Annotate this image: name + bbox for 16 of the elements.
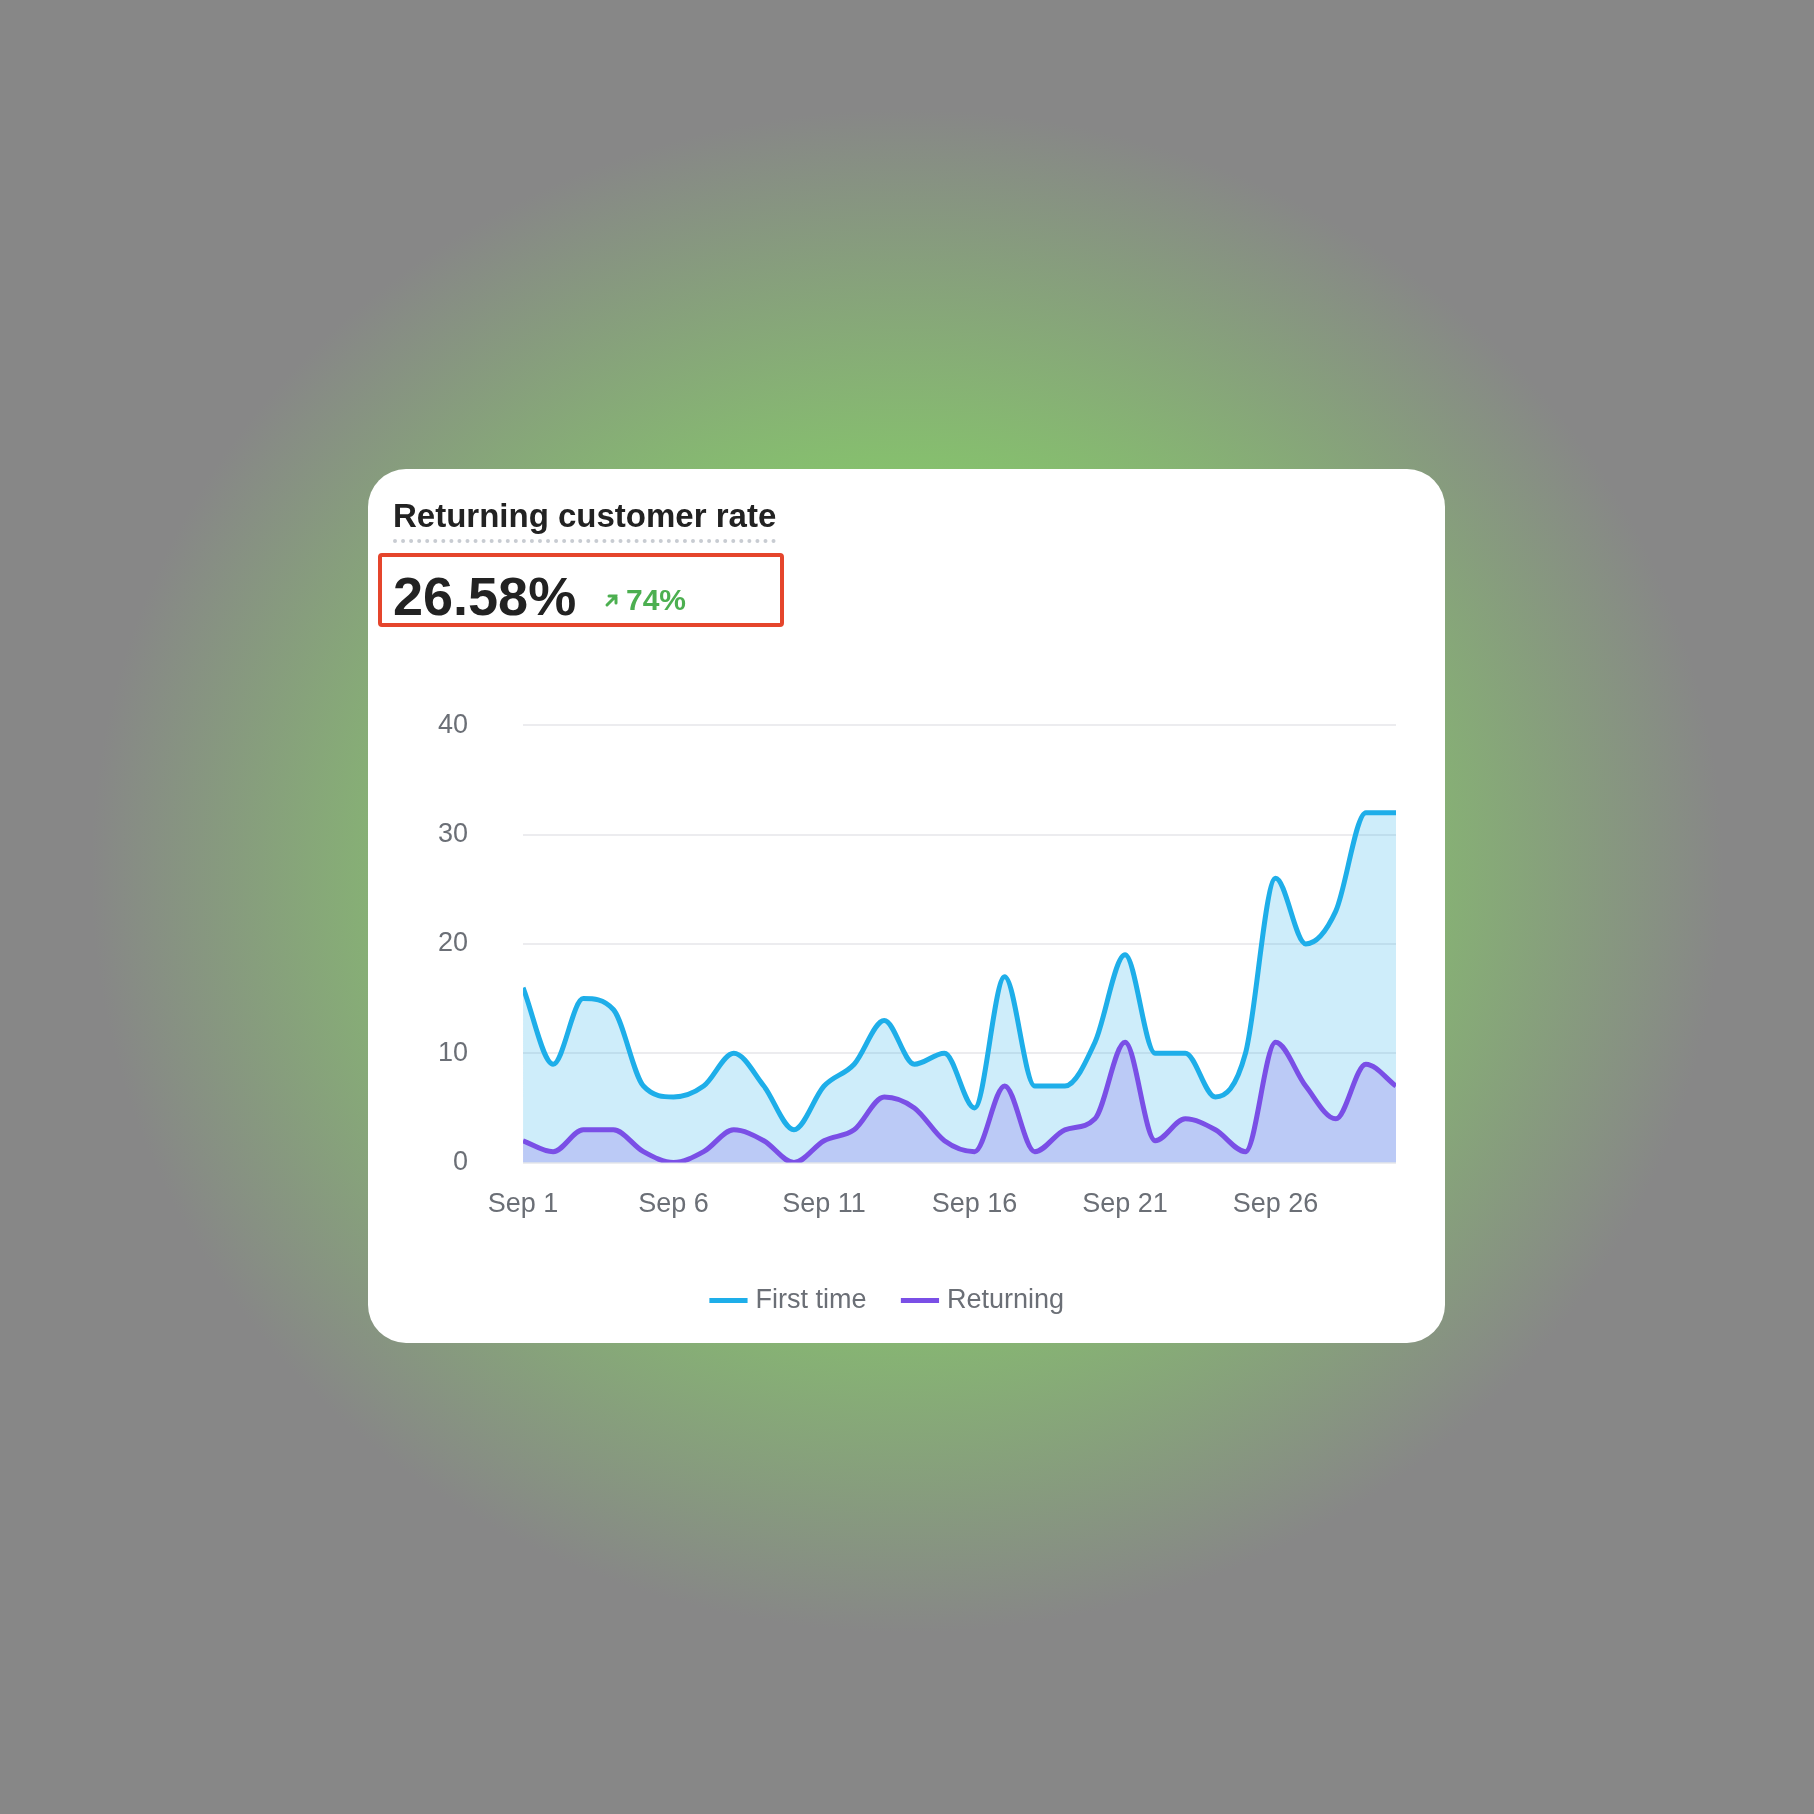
- x-tick-label: Sep 1: [487, 1188, 559, 1219]
- x-tick-label: Sep 11: [782, 1188, 866, 1219]
- legend-label: First time: [755, 1283, 867, 1314]
- legend-label: Returning: [946, 1283, 1065, 1314]
- y-tick-label: 40: [437, 708, 469, 739]
- x-tick-label: Sep 26: [1232, 1188, 1319, 1219]
- chart-title: Returning customer rate: [393, 497, 777, 543]
- x-tick-label: Sep 16: [931, 1188, 1018, 1219]
- x-tick-label: Sep 21: [1082, 1188, 1168, 1219]
- text: 74%: [626, 583, 687, 617]
- y-tick-label: 0: [453, 1146, 469, 1177]
- text: 26.58%: [393, 565, 577, 627]
- y-tick-label: 30: [437, 818, 469, 848]
- y-tick-label: 20: [437, 927, 469, 958]
- y-tick-label: 10: [437, 1036, 469, 1067]
- x-tick-label: Sep 6: [638, 1188, 709, 1219]
